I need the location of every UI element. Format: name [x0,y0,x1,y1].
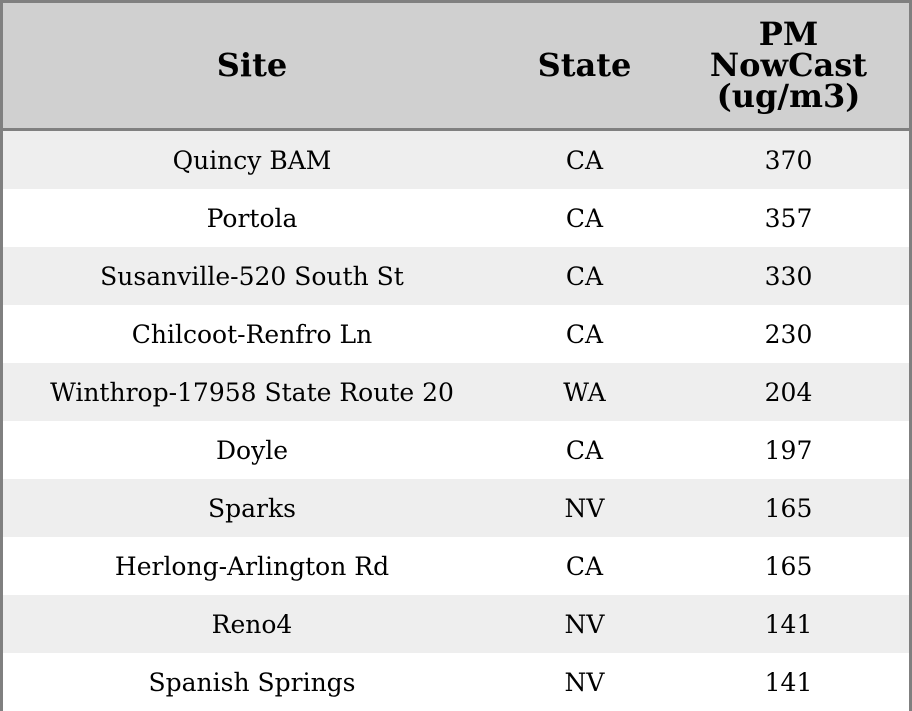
header-pm-line: NowCast [709,46,868,84]
header-row: Site State PM NowCast (ug/m3) [3,3,909,131]
pm-table: Site State PM NowCast (ug/m3) Quincy BAM CA… [3,3,909,711]
site-cell: Susanville-520 South St [3,247,501,305]
pm-value-cell: 141 [668,653,909,711]
site-cell: Winthrop-17958 State Route 20 [3,363,501,421]
pm-value-cell: 165 [668,537,909,595]
pm-value-cell: 204 [668,363,909,421]
pm-value-cell: 330 [668,247,909,305]
pm-value-cell: 141 [668,595,909,653]
state-cell: CA [501,537,668,595]
table-row: Portola CA 357 [3,189,909,247]
table-row: Chilcoot-Renfro Ln CA 230 [3,305,909,363]
site-cell: Chilcoot-Renfro Ln [3,305,501,363]
site-cell: Quincy BAM [3,129,501,189]
header-pm: PM NowCast (ug/m3) [668,3,909,131]
site-cell: Portola [3,189,501,247]
table-row: Quincy BAM CA 370 [3,129,909,189]
state-cell: CA [501,129,668,189]
header-pm-line: PM [758,15,819,53]
table-row: Susanville-520 South St CA 330 [3,247,909,305]
state-cell: NV [501,653,668,711]
site-cell: Herlong-Arlington Rd [3,537,501,595]
table-row: Herlong-Arlington Rd CA 165 [3,537,909,595]
pm-value-cell: 197 [668,421,909,479]
header-pm-line: (ug/m3) [716,77,861,115]
pm-value-cell: 230 [668,305,909,363]
pm-value-cell: 165 [668,479,909,537]
table-row: Winthrop-17958 State Route 20 WA 204 [3,363,909,421]
pm-value-cell: 357 [668,189,909,247]
site-cell: Sparks [3,479,501,537]
header-state: State [501,3,668,131]
table-row: Reno4 NV 141 [3,595,909,653]
header-site: Site [3,3,501,131]
state-cell: NV [501,595,668,653]
table-row: Doyle CA 197 [3,421,909,479]
site-cell: Doyle [3,421,501,479]
pm-value-cell: 370 [668,129,909,189]
state-cell: CA [501,247,668,305]
table-row: Spanish Springs NV 141 [3,653,909,711]
site-cell: Reno4 [3,595,501,653]
state-cell: NV [501,479,668,537]
state-cell: WA [501,363,668,421]
table-row: Sparks NV 165 [3,479,909,537]
state-cell: CA [501,189,668,247]
state-cell: CA [501,421,668,479]
site-cell: Spanish Springs [3,653,501,711]
state-cell: CA [501,305,668,363]
